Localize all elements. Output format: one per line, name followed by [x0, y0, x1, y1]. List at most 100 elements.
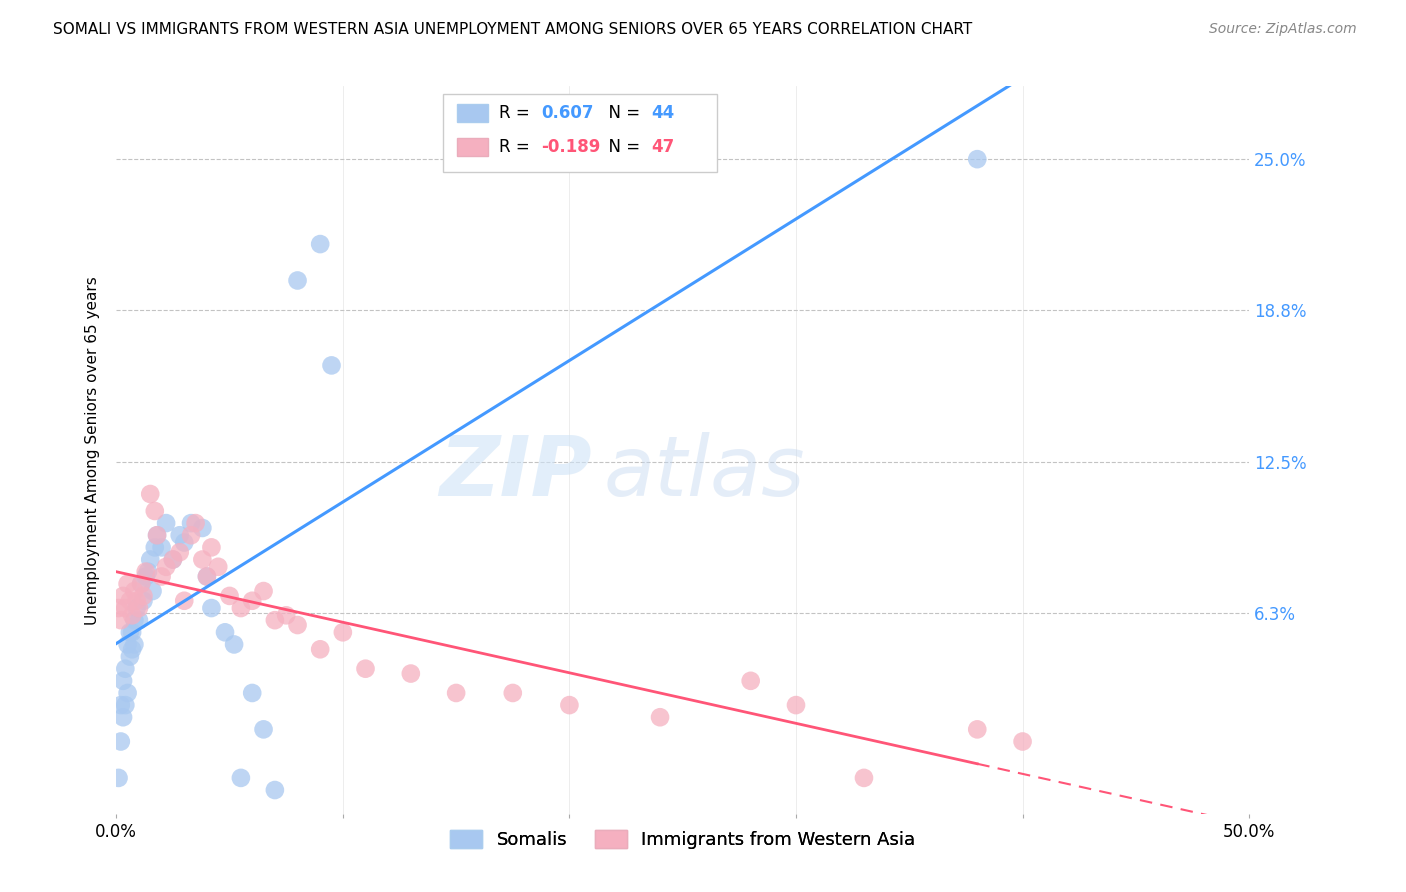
- Y-axis label: Unemployment Among Seniors over 65 years: Unemployment Among Seniors over 65 years: [86, 276, 100, 624]
- Point: [121, 642, 143, 657]
- Text: 44: 44: [651, 104, 675, 122]
- Point: [118, 594, 141, 608]
- Point: [240, 594, 263, 608]
- Point: [117, 686, 139, 700]
- Point: [180, 528, 202, 542]
- Point: [966, 723, 988, 737]
- Point: [785, 698, 807, 712]
- Text: 0.607: 0.607: [541, 104, 593, 122]
- Point: [118, 625, 141, 640]
- Point: [184, 516, 207, 530]
- Point: [502, 686, 524, 700]
- Point: [124, 637, 146, 651]
- Point: [114, 698, 136, 712]
- Point: [150, 569, 173, 583]
- Point: [252, 584, 274, 599]
- Text: atlas: atlas: [603, 432, 806, 513]
- Point: [191, 552, 214, 566]
- Text: N =: N =: [598, 104, 645, 122]
- Point: [200, 541, 222, 555]
- Text: R =: R =: [499, 138, 536, 156]
- Point: [222, 637, 245, 651]
- Point: [132, 594, 155, 608]
- Point: [146, 528, 169, 542]
- Text: R =: R =: [499, 104, 536, 122]
- Point: [276, 608, 298, 623]
- Point: [240, 686, 263, 700]
- Text: -0.189: -0.189: [541, 138, 600, 156]
- Point: [146, 528, 169, 542]
- Point: [444, 686, 467, 700]
- Point: [114, 662, 136, 676]
- Text: SOMALI VS IMMIGRANTS FROM WESTERN ASIA UNEMPLOYMENT AMONG SENIORS OVER 65 YEARS : SOMALI VS IMMIGRANTS FROM WESTERN ASIA U…: [53, 22, 973, 37]
- Point: [264, 613, 287, 627]
- Point: [229, 601, 252, 615]
- Point: [169, 545, 191, 559]
- Point: [110, 734, 132, 748]
- Point: [112, 589, 135, 603]
- Point: [264, 783, 287, 797]
- Point: [128, 601, 150, 615]
- Point: [229, 771, 252, 785]
- Text: ZIP: ZIP: [440, 432, 592, 513]
- Point: [143, 541, 166, 555]
- Point: [214, 625, 236, 640]
- Point: [125, 601, 148, 615]
- Point: [107, 771, 129, 785]
- Point: [155, 516, 177, 530]
- Point: [125, 594, 148, 608]
- Point: [150, 541, 173, 555]
- Point: [200, 601, 222, 615]
- Point: [852, 771, 875, 785]
- Point: [143, 504, 166, 518]
- Point: [287, 273, 309, 287]
- Point: [139, 487, 162, 501]
- Point: [173, 594, 195, 608]
- Point: [132, 589, 155, 603]
- Point: [740, 673, 762, 688]
- Point: [169, 528, 191, 542]
- Point: [252, 723, 274, 737]
- Legend: Somalis, Immigrants from Western Asia: Somalis, Immigrants from Western Asia: [443, 822, 922, 856]
- Point: [121, 608, 143, 623]
- Point: [399, 666, 422, 681]
- Point: [124, 584, 146, 599]
- Point: [135, 565, 157, 579]
- Point: [135, 569, 157, 583]
- Point: [966, 152, 988, 166]
- Point: [1011, 734, 1033, 748]
- Point: [110, 698, 132, 712]
- Point: [309, 237, 332, 252]
- Point: [309, 642, 332, 657]
- Point: [321, 359, 343, 373]
- Point: [173, 535, 195, 549]
- Point: [162, 552, 184, 566]
- Point: [558, 698, 581, 712]
- Point: [287, 618, 309, 632]
- Point: [112, 673, 135, 688]
- Point: [162, 552, 184, 566]
- Point: [195, 569, 218, 583]
- Point: [141, 584, 163, 599]
- Point: [124, 613, 146, 627]
- Point: [332, 625, 354, 640]
- Point: [139, 552, 162, 566]
- Point: [118, 649, 141, 664]
- Point: [129, 576, 152, 591]
- Point: [191, 521, 214, 535]
- Point: [207, 559, 229, 574]
- Point: [218, 589, 240, 603]
- Point: [180, 516, 202, 530]
- Text: N =: N =: [598, 138, 645, 156]
- Point: [155, 559, 177, 574]
- Point: [121, 625, 143, 640]
- Point: [195, 569, 218, 583]
- Point: [117, 637, 139, 651]
- Point: [354, 662, 377, 676]
- Point: [112, 710, 135, 724]
- Point: [114, 601, 136, 615]
- Point: [136, 565, 159, 579]
- Point: [117, 576, 139, 591]
- Text: Source: ZipAtlas.com: Source: ZipAtlas.com: [1209, 22, 1357, 37]
- Point: [107, 601, 129, 615]
